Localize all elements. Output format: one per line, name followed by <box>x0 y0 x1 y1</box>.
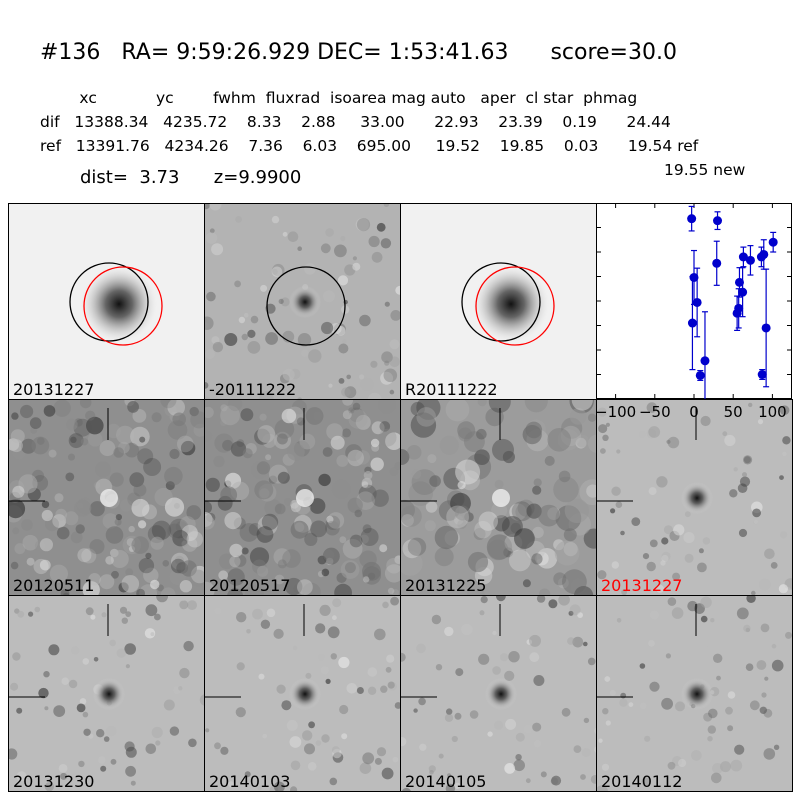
thumbnail-panel: 20140112 <box>596 595 793 792</box>
aperture-circle-black <box>461 262 541 342</box>
thumbnail-panel: 20120517 <box>204 399 401 596</box>
ref-row: ref 13391.76 4234.26 7.36 6.03 695.00 19… <box>40 137 699 155</box>
x-tick-label: −50 <box>639 403 671 421</box>
page-title: #136 RA= 9:59:26.929 DEC= 1:53:41.63 sco… <box>40 40 677 65</box>
data-point <box>761 323 771 333</box>
data-point <box>759 249 769 259</box>
thumbnail-panel: 20120511 <box>8 399 205 596</box>
thumbnail-image <box>401 596 596 791</box>
thumbnail-image <box>205 596 400 791</box>
panel-date-label: 20140112 <box>601 772 683 791</box>
column-headers: xc yc fwhm fluxrad isoarea mag auto aper… <box>40 89 638 107</box>
source-blob <box>93 678 125 710</box>
thumbnail-panel: 20140105 <box>400 595 597 792</box>
aperture-circle-red <box>475 266 555 346</box>
dist-line: dist= 3.73 z=9.9900 <box>80 167 302 188</box>
thumbnail-panel: 20131230 <box>8 595 205 792</box>
data-point <box>700 356 710 366</box>
panel-date-label: 20140105 <box>405 772 487 791</box>
aperture-circle-red <box>83 266 163 346</box>
lightcurve-plot: 22.022.523.023.524.024.525.025.526.0−100… <box>596 203 792 421</box>
panel-date-label: 20140103 <box>209 772 291 791</box>
thumbnail-image <box>9 400 204 595</box>
thumbnail-image <box>205 400 400 595</box>
panel-date-label: 20131225 <box>405 576 487 595</box>
thumbnail-image <box>9 596 204 791</box>
lightcurve-svg: 22.022.523.023.524.024.525.025.526.0−100… <box>596 203 792 421</box>
data-point <box>687 214 697 224</box>
data-point <box>692 297 702 307</box>
panel-date-label: 20120511 <box>13 576 95 595</box>
data-point <box>738 252 748 262</box>
source-blob <box>473 266 549 342</box>
panel-date-label: 20131230 <box>13 772 95 791</box>
aperture-circle-black <box>69 262 149 342</box>
thumbnail-panel: 20131227 <box>8 203 205 400</box>
data-point <box>695 370 705 380</box>
thumbnail-panel: R20111222 <box>400 203 597 400</box>
source-blob <box>289 286 321 318</box>
data-point <box>734 303 744 313</box>
thumbnail-image <box>401 400 596 595</box>
x-tick-label: 50 <box>724 403 743 421</box>
thumbnail-panel: 20131225 <box>400 399 597 596</box>
new-mag: 19.55 new <box>664 161 746 179</box>
data-point <box>712 258 722 268</box>
source-blob <box>681 678 713 710</box>
thumbnail-image <box>205 204 400 399</box>
data-point <box>713 216 723 226</box>
data-point <box>689 272 699 282</box>
source-blob <box>289 678 321 710</box>
x-tick-label: −100 <box>596 403 636 421</box>
panel-date-label: 20131227 <box>601 576 683 595</box>
thumbnail-image <box>401 204 596 399</box>
source-blob <box>485 678 517 710</box>
x-tick-label: 0 <box>689 403 699 421</box>
data-point <box>734 277 744 287</box>
panel-date-label: 20120517 <box>209 576 291 595</box>
thumbnail-image <box>597 596 792 791</box>
aperture-circle-black <box>266 266 346 346</box>
source-blob <box>681 482 713 514</box>
data-point <box>757 370 767 379</box>
thumbnail-panel: 20140103 <box>204 595 401 792</box>
x-tick-label: 100 <box>758 403 787 421</box>
panel-date-label: -20111222 <box>209 380 297 399</box>
thumbnail-image <box>9 204 204 399</box>
dif-row: dif 13388.34 4235.72 8.33 2.88 33.00 22.… <box>40 113 671 131</box>
thumbnail-panel: -20111222 <box>204 203 401 400</box>
panel-date-label: R20111222 <box>405 380 498 399</box>
data-point <box>745 255 755 265</box>
data-point <box>768 237 778 247</box>
thumbnail-panel: 20131227 <box>596 399 793 596</box>
source-blob <box>81 266 157 342</box>
data-point <box>738 287 748 297</box>
data-point <box>687 318 697 328</box>
thumbnail-image <box>597 400 792 595</box>
panel-date-label: 20131227 <box>13 380 95 399</box>
